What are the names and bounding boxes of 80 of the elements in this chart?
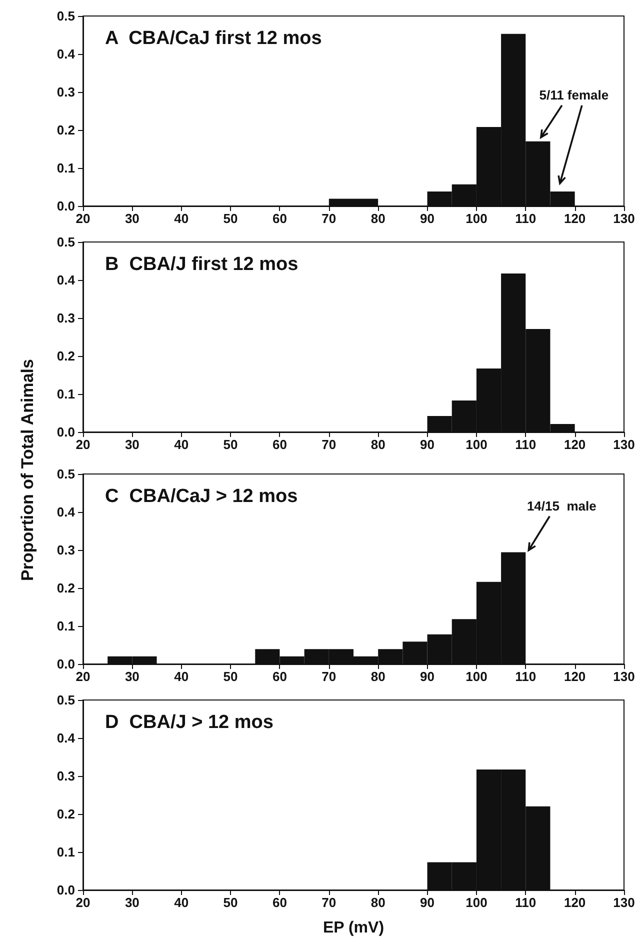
x-tick-label: 80	[370, 211, 386, 226]
y-tick-label: 0.4	[56, 730, 76, 746]
x-tick-label: 40	[174, 437, 189, 452]
x-tick-label: 70	[322, 437, 336, 452]
text: A CBA/CaJ first 12 mos	[105, 28, 322, 49]
y-tick-label: 0.1	[56, 618, 75, 634]
x-tick-label: 20	[76, 669, 90, 684]
x-tick-label: 90	[420, 211, 435, 226]
x-tick-label: 130	[613, 895, 635, 910]
y-tick-label: 0.2	[56, 580, 75, 596]
x-tick-label: 120	[564, 437, 586, 452]
x-tick-label: 30	[124, 437, 140, 452]
x-tick-label: 40	[174, 669, 189, 684]
y-tick-label: 0.3	[56, 310, 75, 326]
annotation: 5/11 female	[539, 87, 609, 102]
x-tick-label: 80	[370, 895, 386, 910]
y-tick-label: 0.1	[56, 844, 75, 860]
x-tick-label: 70	[322, 669, 336, 684]
x-tick-label: 40	[174, 895, 189, 910]
x-tick-label: 110	[515, 895, 536, 910]
y-tick-label: 0.2	[56, 122, 75, 138]
text: B CBA/J first 12 mos	[105, 254, 298, 275]
x-tick-label: 30	[124, 211, 140, 226]
y-tick-label: 0.0	[56, 882, 75, 898]
text: D CBA/J > 12 mos	[105, 712, 274, 733]
x-tick-label: 120	[564, 669, 586, 684]
y-tick-label: 0.3	[56, 542, 75, 558]
x-tick-label: 100	[466, 437, 488, 452]
y-tick-label: 0.3	[56, 768, 75, 784]
x-tick-label: 70	[322, 211, 336, 226]
x-tick-label: 110	[515, 437, 536, 452]
x-tick-label: 120	[564, 211, 586, 226]
x-tick-label: 110	[515, 211, 536, 226]
x-tick-label: 30	[124, 895, 140, 910]
x-tick-label: 50	[223, 437, 238, 452]
x-tick-label: 130	[613, 669, 635, 684]
y-tick-label: 0.1	[56, 386, 75, 402]
x-tick-label: 20	[76, 895, 90, 910]
y-tick-label: 0.5	[56, 234, 75, 250]
y-tick-label: 0.4	[56, 272, 76, 288]
x-tick-label: 100	[466, 895, 488, 910]
x-tick-label: 90	[420, 669, 435, 684]
y-tick-label: 0.2	[56, 348, 75, 364]
x-tick-label: 80	[370, 669, 386, 684]
x-tick-label: 60	[272, 437, 287, 452]
x-tick-label: 110	[515, 669, 536, 684]
y-tick-label: 0.0	[56, 198, 75, 214]
x-tick-label: 130	[613, 437, 635, 452]
y-tick-label: 0.5	[56, 466, 75, 482]
x-tick-label: 70	[322, 895, 336, 910]
y-tick-label: 0.5	[56, 692, 75, 708]
x-tick-label: 130	[613, 211, 635, 226]
x-axis-title: EP (mV)	[322, 920, 384, 936]
annotation: 14/15 male	[526, 498, 596, 514]
y-tick-label: 0.0	[56, 656, 75, 672]
x-tick-label: 40	[174, 211, 189, 226]
x-tick-label: 60	[272, 211, 287, 226]
x-tick-label: 20	[76, 437, 90, 452]
x-tick-label: 90	[420, 437, 435, 452]
y-axis-title: Proportion of Total Animals	[18, 359, 38, 581]
x-tick-label: 100	[466, 211, 488, 226]
x-tick-label: 80	[370, 437, 386, 452]
x-tick-label: 60	[272, 895, 287, 910]
y-tick-label: 0.4	[56, 504, 76, 520]
y-tick-label: 0.4	[56, 46, 76, 62]
text: C CBA/CaJ > 12 mos	[105, 486, 298, 507]
x-tick-label: 30	[124, 669, 140, 684]
y-tick-label: 0.3	[56, 84, 75, 100]
x-tick-label: 100	[466, 669, 488, 684]
x-tick-label: 90	[420, 895, 435, 910]
y-tick-label: 0.1	[56, 160, 75, 176]
x-tick-label: 50	[223, 211, 238, 226]
y-tick-label: 0.0	[56, 424, 75, 440]
x-tick-label: 50	[223, 895, 238, 910]
y-tick-label: 0.2	[56, 806, 75, 822]
x-tick-label: 50	[223, 669, 238, 684]
y-tick-label: 0.5	[56, 8, 75, 24]
x-tick-label: 20	[76, 211, 90, 226]
x-tick-label: 120	[564, 895, 586, 910]
x-tick-label: 60	[272, 669, 287, 684]
